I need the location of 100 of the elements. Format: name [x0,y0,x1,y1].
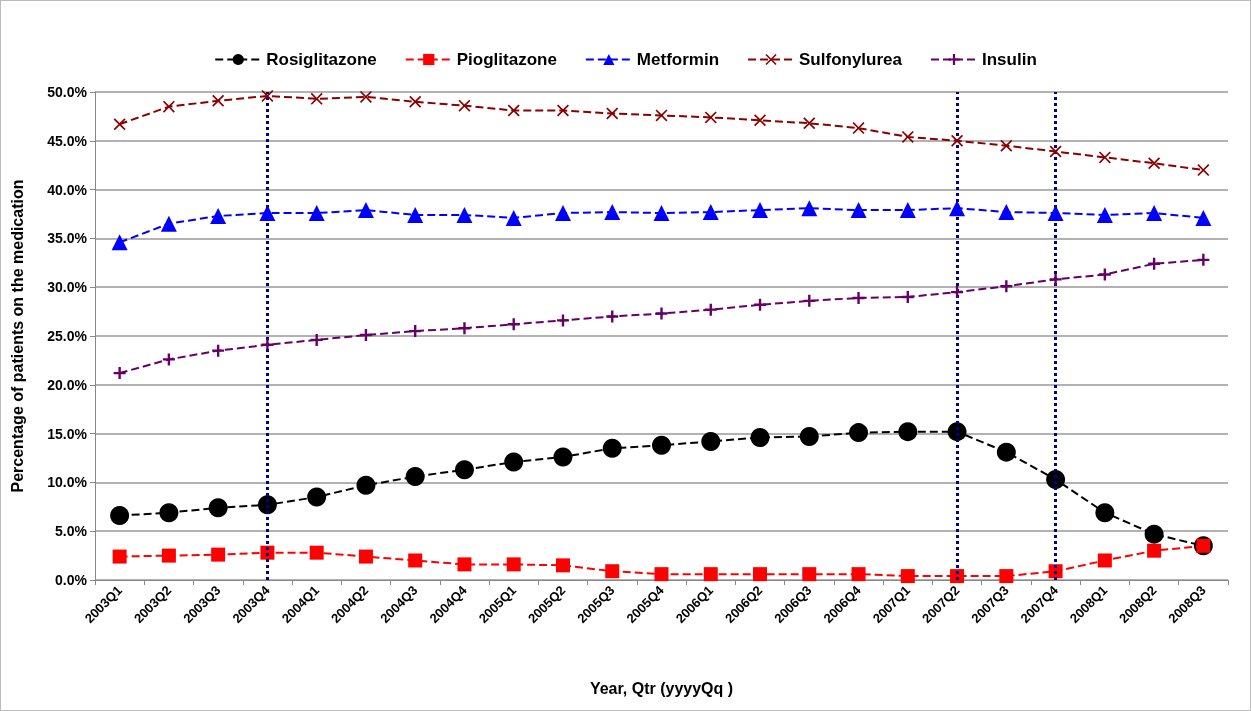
point [1095,503,1115,523]
point [653,205,670,222]
point [604,204,621,221]
point [259,205,276,222]
y-tick-label: 45.0% [47,132,88,149]
point [1049,273,1062,286]
point [408,553,423,568]
point [110,506,130,526]
point [1047,205,1064,222]
point [801,200,818,217]
point [458,99,471,112]
point [358,549,373,564]
point [113,367,126,380]
point [457,557,472,572]
point [999,569,1014,584]
legend-label: Insulin [981,50,1037,69]
y-tick-label: 0.0% [55,572,88,588]
point [357,202,374,219]
point [654,567,669,582]
point [998,204,1015,221]
legend-label: Metformin [636,50,720,69]
point [898,422,918,442]
point [900,569,915,584]
point [702,204,719,221]
y-tick-label: 10.0% [47,474,88,491]
y-axis-title: Percentage of patients on the medication [8,179,26,493]
point [458,322,471,335]
point [556,314,569,327]
point [160,215,177,232]
point [1098,268,1111,281]
point [1147,543,1162,558]
point [701,431,721,451]
point [1144,524,1164,544]
point [1000,280,1013,293]
point [750,428,770,447]
point [506,557,521,572]
legend-label: Rosiglitazone [266,50,377,69]
point [655,109,668,122]
y-tick-label: 15.0% [47,425,88,442]
point [753,567,768,582]
point [309,545,324,560]
point [208,498,228,518]
point [555,558,570,573]
y-tick-label: 5.0% [55,523,88,540]
point [602,438,622,458]
point [852,291,865,304]
point [505,209,522,226]
point [850,202,867,219]
point [409,95,422,108]
legend-label: Sulfonylurea [799,50,903,69]
point [456,206,473,223]
point [310,92,323,105]
point [901,130,914,143]
point [113,118,126,131]
point [704,111,717,124]
point [111,234,128,251]
point [162,353,175,366]
point [553,447,573,467]
point [261,338,274,351]
point [802,567,817,582]
point [799,427,819,447]
point [159,503,179,523]
point [161,548,176,563]
point [212,94,225,107]
point [655,307,668,320]
point [112,549,127,564]
point [407,206,424,223]
point [210,207,227,224]
y-tick-label: 30.0% [47,279,88,296]
point [1148,157,1161,170]
x-axis-title: Year, Qtr (yyyyQq ) [589,679,734,697]
y-tick-label: 25.0% [47,328,88,344]
point [949,200,966,217]
point [605,564,620,579]
point [1097,553,1112,568]
point [359,90,372,103]
point [310,333,323,346]
y-tick-label: 40.0% [47,181,88,198]
point [1096,206,1113,223]
legend-label: Pioglitazone [456,50,557,69]
point [212,344,225,357]
y-tick-label: 20.0% [47,376,88,393]
point [899,202,916,219]
point [1049,145,1062,158]
point [454,460,474,480]
point [851,567,866,582]
point [1146,205,1163,222]
point [704,303,717,316]
point [308,205,325,222]
point [405,467,425,487]
point [211,547,226,562]
point [951,134,964,147]
point [652,435,671,455]
point [307,487,327,507]
y-tick-label: 35.0% [47,230,88,247]
point [1000,139,1013,152]
point [504,452,524,472]
point [803,117,816,130]
point [849,423,869,443]
point [752,202,769,219]
